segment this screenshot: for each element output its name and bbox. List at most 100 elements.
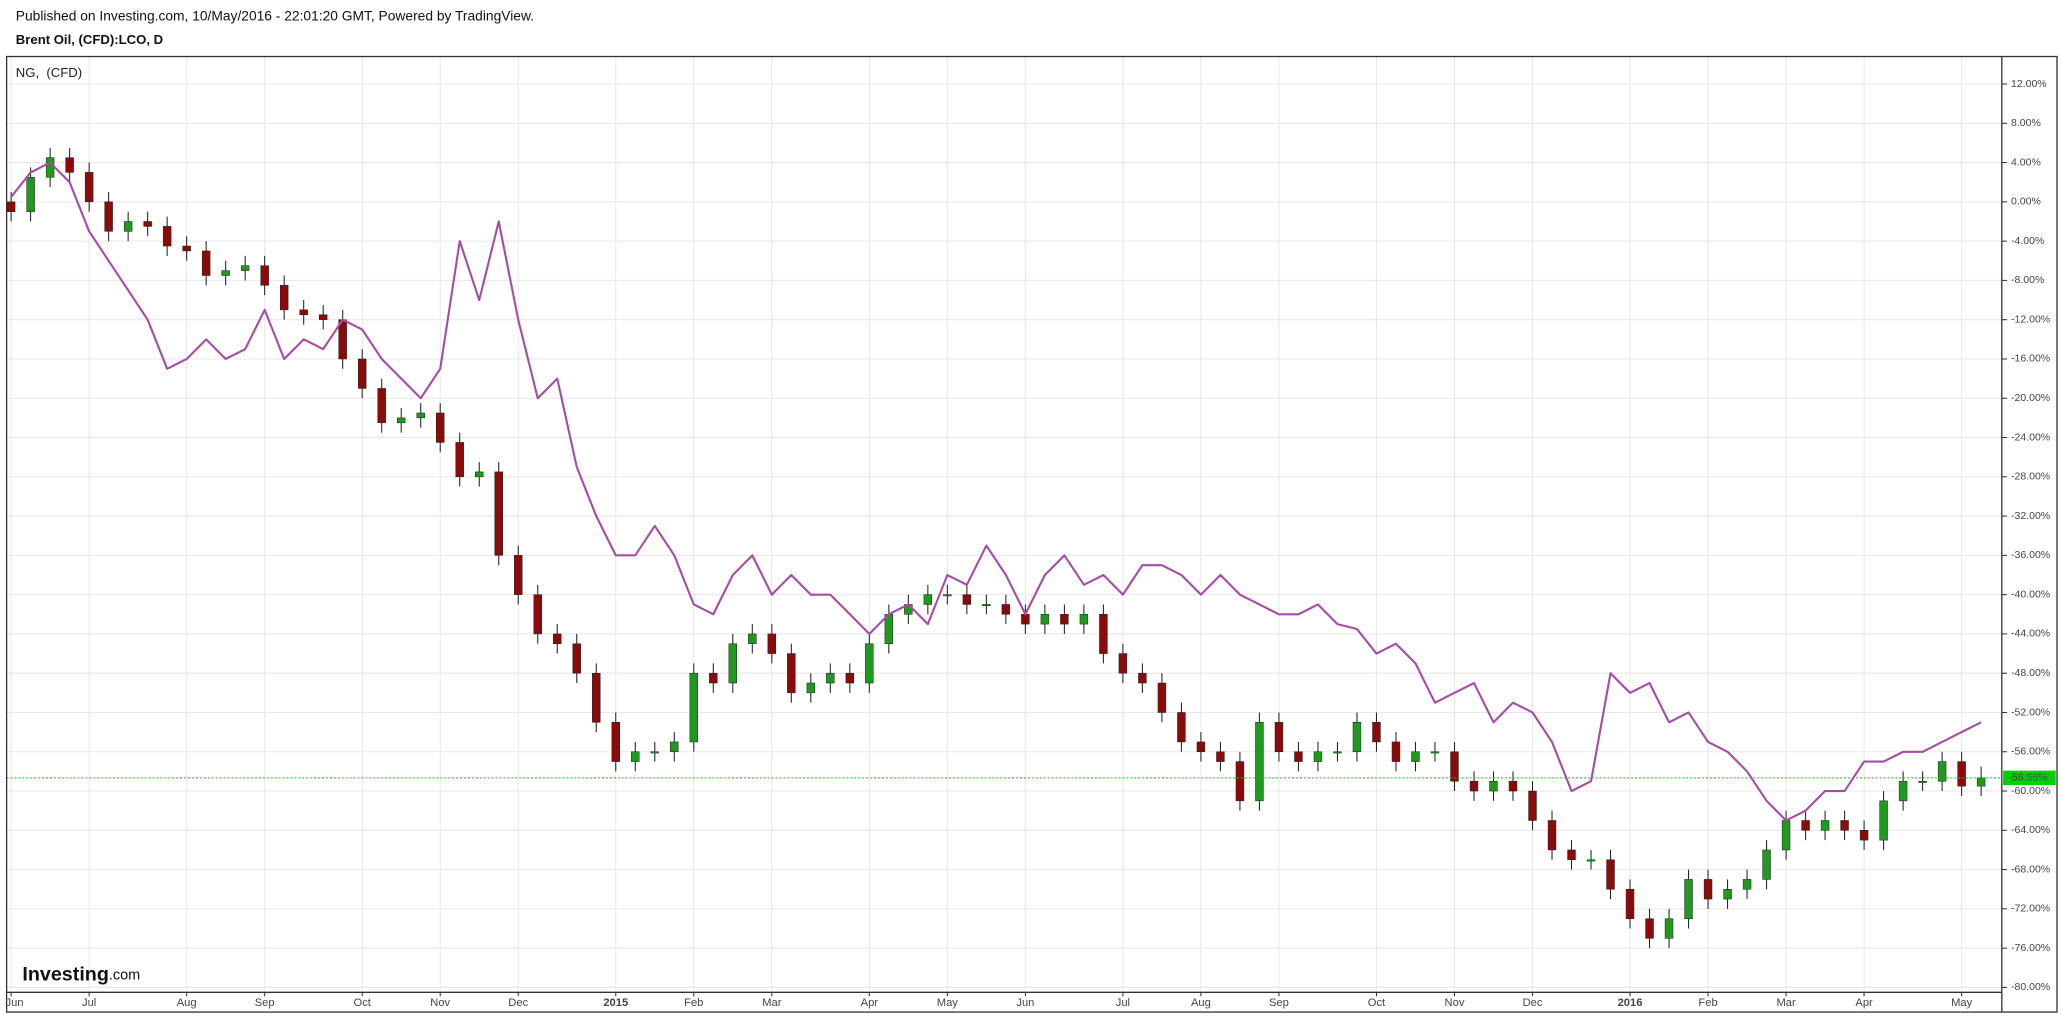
- y-tick-label: 8.00%: [2011, 117, 2041, 129]
- x-tick-label: Oct: [1368, 997, 1386, 1009]
- candle-body: [45, 157, 55, 178]
- candle-body: [1528, 790, 1537, 821]
- candle-body: [572, 643, 581, 674]
- candle-body: [631, 751, 640, 762]
- candle-body: [201, 250, 211, 276]
- candle-body: [1040, 614, 1050, 625]
- x-tick-label: Apr: [1855, 997, 1873, 1009]
- x-tick-label: Feb: [1698, 997, 1717, 1009]
- candle-body: [670, 741, 679, 753]
- y-tick-label: -52.00%: [2011, 706, 2050, 718]
- y-tick-label: -16.00%: [2011, 353, 2050, 365]
- candle-body: [240, 265, 250, 271]
- logo: Investing.com: [22, 963, 140, 985]
- candle-body: [1060, 614, 1069, 625]
- candle-body: [436, 412, 445, 443]
- y-tick-label: -80.00%: [2011, 981, 2050, 993]
- candle-body: [982, 604, 991, 607]
- candle-body: [162, 226, 172, 247]
- y-tick-label: -20.00%: [2011, 392, 2050, 404]
- candle-body: [26, 177, 35, 212]
- y-tick-label: -36.00%: [2011, 549, 2050, 561]
- y-tick-label: -76.00%: [2011, 942, 2050, 954]
- candle-body: [1859, 830, 1869, 841]
- candle-body: [1118, 653, 1128, 674]
- candle-body: [1001, 604, 1011, 615]
- candle-body: [1937, 761, 1947, 782]
- candle-body: [767, 633, 777, 654]
- candle-body: [260, 265, 269, 286]
- candle-body: [1879, 800, 1888, 841]
- candle-body: [1079, 614, 1089, 625]
- candle-body: [1313, 751, 1323, 762]
- x-tick-label: May: [937, 997, 958, 1009]
- candle-body: [1372, 722, 1381, 743]
- candle-body: [806, 682, 816, 694]
- candle-body: [299, 309, 308, 316]
- candle-body: [397, 417, 406, 424]
- candle-body: [1333, 751, 1342, 754]
- candle-body: [1469, 780, 1479, 792]
- y-tick-label: 4.00%: [2011, 156, 2041, 168]
- candle-body: [962, 594, 972, 605]
- candle-body: [1411, 751, 1420, 762]
- candle-body: [84, 172, 94, 203]
- candle-body: [143, 221, 152, 227]
- x-tick-label: 2016: [1618, 997, 1643, 1009]
- candle-body: [1157, 682, 1167, 713]
- plot: [6, 147, 2002, 949]
- candle-body: [748, 633, 757, 645]
- candle-body: [1177, 712, 1186, 743]
- candle-body: [787, 653, 796, 694]
- candle-body: [592, 672, 601, 723]
- candle-body: [728, 643, 738, 684]
- candle-body: [923, 594, 933, 605]
- y-tick-label: -60.00%: [2011, 785, 2050, 797]
- candle-body: [1216, 751, 1225, 762]
- x-tick-label: May: [1951, 997, 1972, 1009]
- last-price-tag: [2003, 770, 2056, 786]
- candle-body: [494, 471, 503, 556]
- x-tick-label: Sep: [255, 997, 275, 1009]
- candle-body: [1762, 849, 1771, 880]
- x-tick-label: Feb: [684, 997, 703, 1009]
- candle-body: [826, 672, 835, 684]
- last-price-label: -58.66%: [2008, 772, 2047, 784]
- candle-body: [1235, 761, 1245, 802]
- y-tick-label: -32.00%: [2011, 510, 2050, 522]
- chart-title: Published on Investing.com, 10/May/2016 …: [16, 9, 534, 24]
- candle-body: [611, 722, 620, 762]
- candle-body: [650, 751, 659, 754]
- candle-body: [1391, 741, 1401, 762]
- y-tick-label: -24.00%: [2011, 431, 2050, 443]
- series-line: [10, 161, 1982, 822]
- y-tick-label: -68.00%: [2011, 863, 2050, 875]
- logo-main: Investing: [22, 963, 109, 985]
- candle-body: [182, 245, 191, 252]
- x-tick-label: Aug: [177, 997, 197, 1009]
- candle-body: [1567, 849, 1576, 861]
- candle-body: [221, 270, 230, 276]
- candle-body: [1664, 918, 1674, 939]
- y-tick-label: 12.00%: [2011, 78, 2047, 90]
- candle-body: [689, 672, 698, 743]
- logo-suffix: .com: [109, 967, 140, 983]
- candle-body: [1450, 751, 1459, 782]
- x-tick-label: Jul: [1116, 997, 1130, 1009]
- x-tick-label: Aug: [1191, 997, 1211, 1009]
- x-tick-label: Nov: [1445, 997, 1465, 1009]
- candle-body: [377, 388, 386, 424]
- x-tick-label: Oct: [354, 997, 372, 1009]
- candle-body: [865, 643, 874, 684]
- candle-body: [318, 314, 328, 320]
- y-tick-label: -72.00%: [2011, 903, 2050, 915]
- candle-body: [357, 358, 367, 389]
- candle-body: [1684, 879, 1693, 919]
- y-tick-label: -64.00%: [2011, 824, 2050, 836]
- candle-body: [1352, 722, 1362, 753]
- candle-body: [1898, 780, 1908, 802]
- candle-body: [1547, 820, 1557, 851]
- candle-body: [1489, 780, 1498, 792]
